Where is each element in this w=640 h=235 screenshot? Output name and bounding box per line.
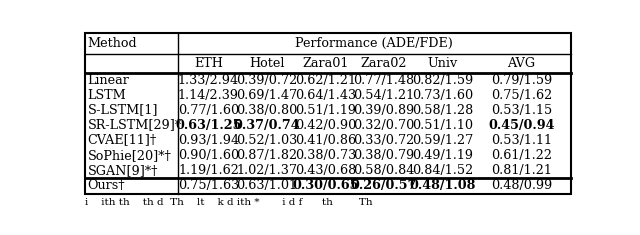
Text: 0.63/1.01: 0.63/1.01 <box>237 179 298 192</box>
Text: 0.48/1.08: 0.48/1.08 <box>410 179 476 192</box>
Text: 0.48/0.99: 0.48/0.99 <box>491 179 552 192</box>
Text: 0.42/0.90: 0.42/0.90 <box>295 119 356 132</box>
Text: 0.90/1.60: 0.90/1.60 <box>178 149 239 162</box>
Text: S-LSTM[1]: S-LSTM[1] <box>88 104 158 117</box>
Text: Linear: Linear <box>88 74 129 86</box>
Text: 0.75/1.63: 0.75/1.63 <box>178 179 239 192</box>
Text: Hotel: Hotel <box>249 57 285 70</box>
Text: 1.02/1.37: 1.02/1.37 <box>237 164 298 177</box>
Text: Performance (ADE/FDE): Performance (ADE/FDE) <box>296 37 453 50</box>
Text: Univ: Univ <box>428 57 458 70</box>
Text: 0.77/1.48: 0.77/1.48 <box>353 74 415 86</box>
Text: 0.79/1.59: 0.79/1.59 <box>491 74 552 86</box>
Text: 0.93/1.94: 0.93/1.94 <box>178 134 239 147</box>
Text: 0.33/0.72: 0.33/0.72 <box>353 134 415 147</box>
Text: Zara02: Zara02 <box>361 57 407 70</box>
Text: Zara01: Zara01 <box>302 57 349 70</box>
Text: AVG: AVG <box>508 57 536 70</box>
Text: 1.33/2.94: 1.33/2.94 <box>178 74 239 86</box>
Text: 0.30/0.65: 0.30/0.65 <box>292 179 358 192</box>
Text: 0.64/1.43: 0.64/1.43 <box>295 89 356 102</box>
Text: 0.61/1.22: 0.61/1.22 <box>491 149 552 162</box>
Text: 0.69/1.47: 0.69/1.47 <box>236 89 298 102</box>
Text: 0.51/1.10: 0.51/1.10 <box>412 119 473 132</box>
Text: 0.49/1.19: 0.49/1.19 <box>412 149 473 162</box>
Bar <box>85 33 571 194</box>
Text: 0.38/0.79: 0.38/0.79 <box>353 149 415 162</box>
Text: 0.37/0.74: 0.37/0.74 <box>234 119 300 132</box>
Text: 0.54/1.21: 0.54/1.21 <box>353 89 415 102</box>
Text: 0.63/1.25: 0.63/1.25 <box>175 119 242 132</box>
Text: 0.58/1.28: 0.58/1.28 <box>412 104 473 117</box>
Text: 0.39/0.89: 0.39/0.89 <box>353 104 415 117</box>
Text: 0.43/0.68: 0.43/0.68 <box>295 164 356 177</box>
Text: 0.59/1.27: 0.59/1.27 <box>412 134 473 147</box>
Text: 0.73/1.60: 0.73/1.60 <box>412 89 473 102</box>
Text: 0.26/0.57: 0.26/0.57 <box>351 179 417 192</box>
Text: 1.19/1.62: 1.19/1.62 <box>178 164 239 177</box>
Text: 0.52/1.03: 0.52/1.03 <box>236 134 298 147</box>
Text: 0.58/0.84: 0.58/0.84 <box>353 164 415 177</box>
Text: i    ith th    th d  Th    lt    k d ith *       i d f      th        Th: i ith th th d Th lt k d ith * i d f th T… <box>85 199 372 208</box>
Text: ETH: ETH <box>194 57 223 70</box>
Text: 0.38/0.73: 0.38/0.73 <box>295 149 356 162</box>
Text: SR-LSTM[29]*: SR-LSTM[29]* <box>88 119 182 132</box>
Text: 0.62/1.21: 0.62/1.21 <box>295 74 356 86</box>
Text: 0.87/1.82: 0.87/1.82 <box>236 149 298 162</box>
Text: Ours†: Ours† <box>88 179 125 192</box>
Text: 0.53/1.15: 0.53/1.15 <box>491 104 552 117</box>
Text: 0.51/1.19: 0.51/1.19 <box>295 104 356 117</box>
Text: SoPhie[20]*†: SoPhie[20]*† <box>88 149 172 162</box>
Text: 0.38/0.80: 0.38/0.80 <box>236 104 298 117</box>
Text: 0.77/1.60: 0.77/1.60 <box>178 104 239 117</box>
Text: 0.39/0.72: 0.39/0.72 <box>236 74 298 86</box>
Text: CVAE[11]†: CVAE[11]† <box>88 134 157 147</box>
Text: 0.75/1.62: 0.75/1.62 <box>491 89 552 102</box>
Text: 1.14/2.39: 1.14/2.39 <box>178 89 239 102</box>
Text: 0.53/1.11: 0.53/1.11 <box>491 134 552 147</box>
Text: 0.82/1.59: 0.82/1.59 <box>412 74 473 86</box>
Text: 0.84/1.52: 0.84/1.52 <box>412 164 473 177</box>
Text: LSTM: LSTM <box>88 89 126 102</box>
Text: 0.41/0.86: 0.41/0.86 <box>295 134 356 147</box>
Text: 0.45/0.94: 0.45/0.94 <box>488 119 555 132</box>
Text: Method: Method <box>88 37 137 50</box>
Text: 0.32/0.70: 0.32/0.70 <box>353 119 415 132</box>
Text: 0.81/1.21: 0.81/1.21 <box>491 164 552 177</box>
Text: SGAN[9]*†: SGAN[9]*† <box>88 164 158 177</box>
